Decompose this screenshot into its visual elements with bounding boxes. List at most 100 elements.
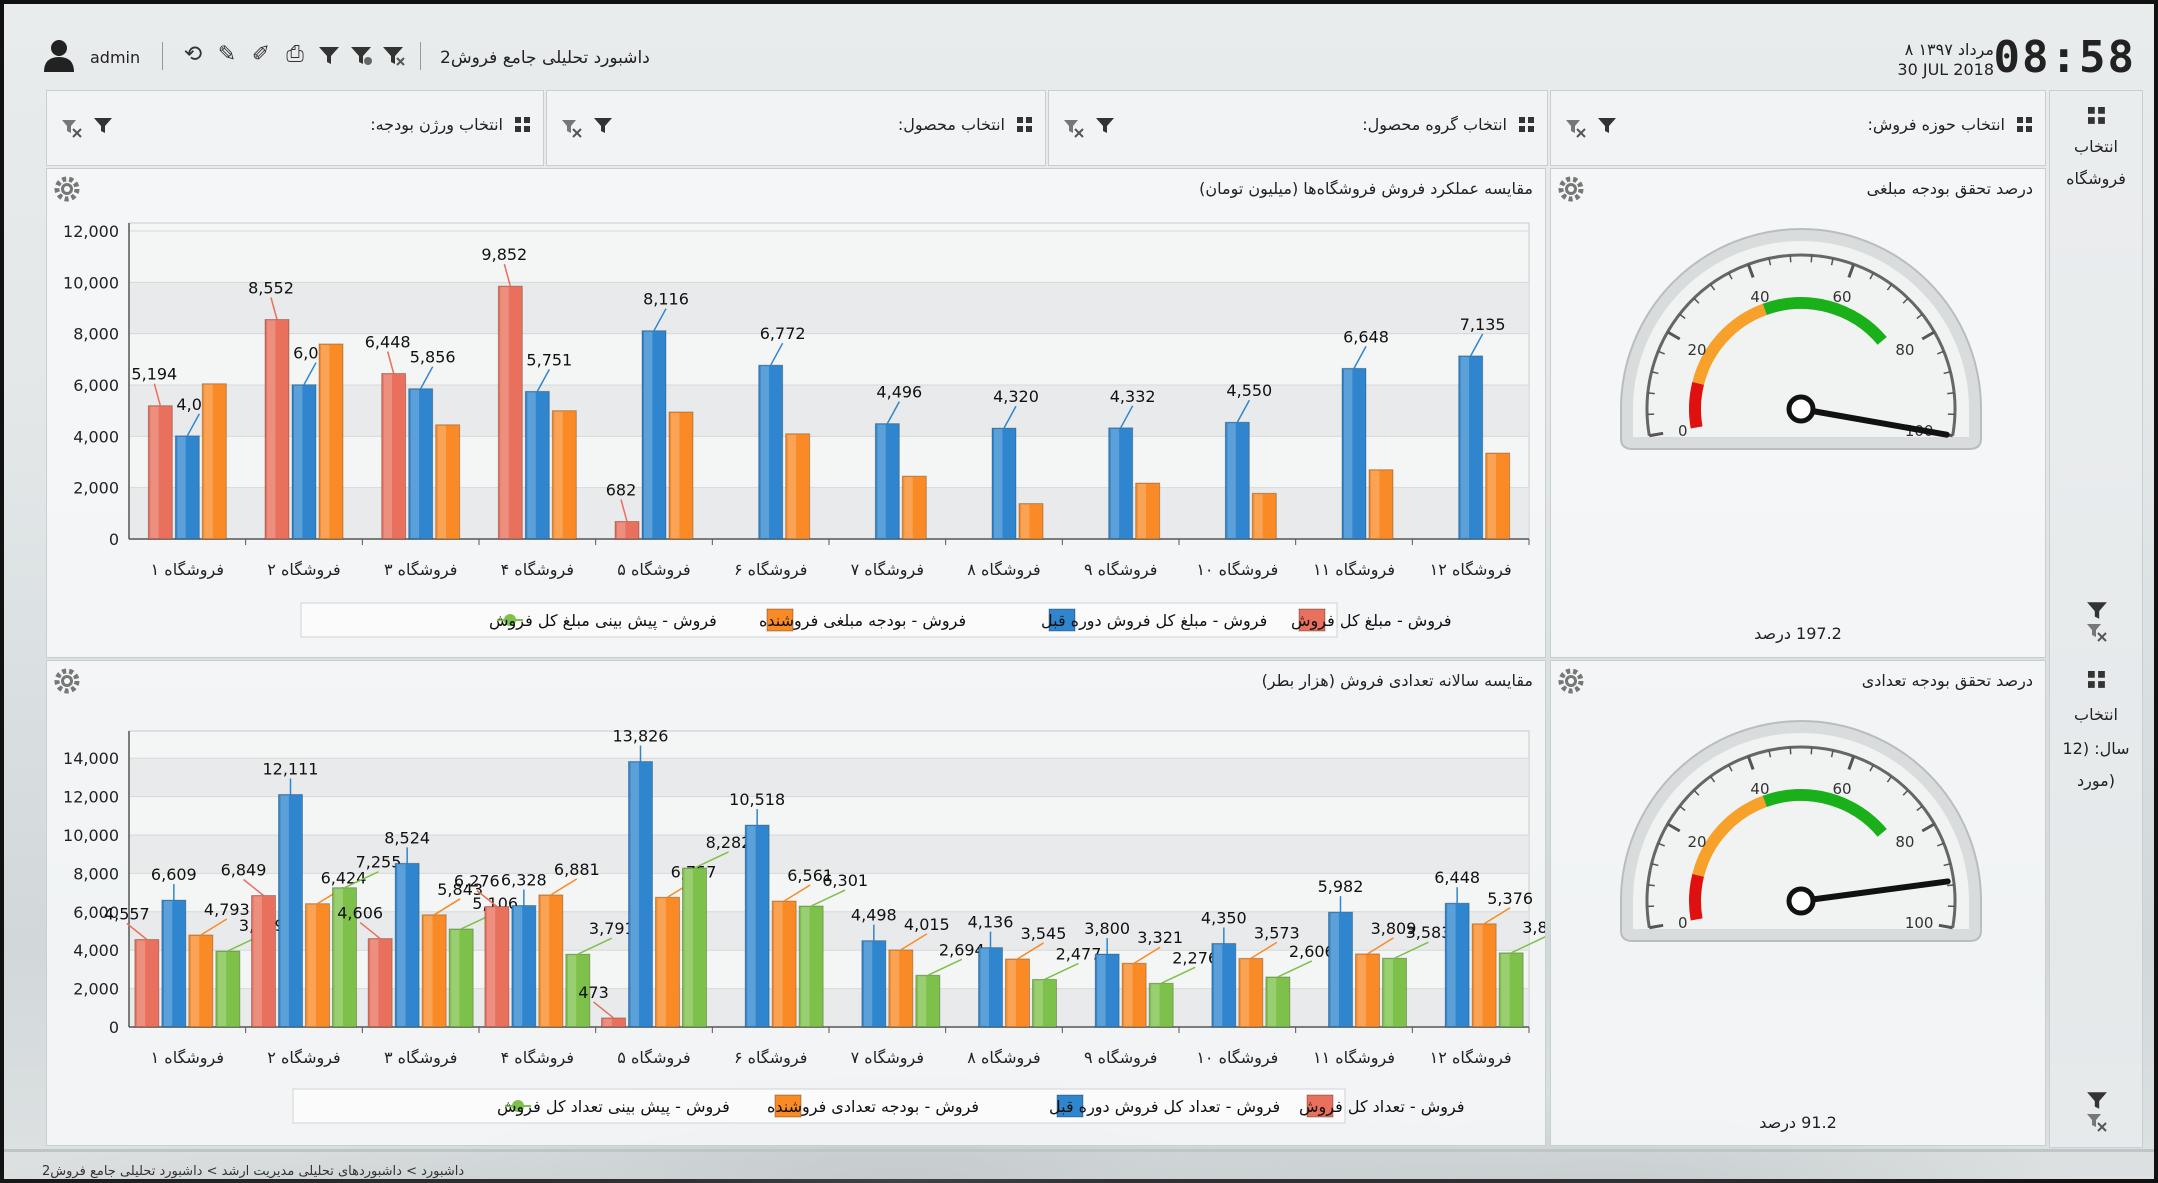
gauge-tick bbox=[1746, 755, 1755, 770]
gauge-needle bbox=[1798, 406, 1950, 438]
gear-icon[interactable] bbox=[53, 667, 81, 695]
label-leader bbox=[503, 263, 512, 287]
bar-highlight bbox=[1213, 944, 1223, 1026]
label-leader bbox=[1250, 941, 1278, 960]
user-icon[interactable] bbox=[42, 38, 76, 72]
y-tick-label: 0 bbox=[109, 530, 119, 549]
bar bbox=[1265, 976, 1291, 1028]
bar bbox=[511, 905, 537, 1028]
grid-icon[interactable] bbox=[2088, 671, 2106, 689]
year-select-label[interactable]: انتخاب bbox=[2074, 705, 2118, 724]
data-label: 2,694 bbox=[939, 940, 985, 959]
filter-settings-icon[interactable] bbox=[348, 42, 374, 68]
data-label: 2,477 bbox=[1056, 944, 1102, 963]
y-tick-label: 6,000 bbox=[73, 376, 119, 395]
filter-icon[interactable] bbox=[2086, 599, 2108, 621]
gear-icon[interactable] bbox=[1557, 175, 1585, 203]
filter-product-group[interactable]: انتخاب گروه محصول: bbox=[1048, 90, 1548, 166]
data-label: 6,448 bbox=[365, 333, 411, 352]
label-leader bbox=[200, 918, 228, 936]
gauge-color-band bbox=[1689, 381, 1705, 429]
y-tick-label: 12,000 bbox=[63, 788, 119, 807]
y-tick-label: 6,000 bbox=[73, 903, 119, 922]
gauge-tick bbox=[1746, 263, 1755, 278]
data-label: 3,583 bbox=[1406, 923, 1452, 942]
bar-highlight bbox=[567, 955, 577, 1026]
year-select-label[interactable]: مورد) bbox=[2077, 771, 2115, 790]
data-label: 10,518 bbox=[729, 790, 785, 809]
grid-icon bbox=[1519, 117, 1534, 132]
filter-clear-icon[interactable] bbox=[380, 42, 406, 68]
bar-highlight bbox=[267, 320, 276, 538]
gauge-tick bbox=[1943, 371, 1951, 375]
grid-band bbox=[129, 385, 1529, 437]
grid-band bbox=[129, 835, 1529, 874]
x-tick-label: فروشگاه ۷ bbox=[851, 560, 924, 580]
filter-sales-area[interactable]: انتخاب حوزه فروش: bbox=[1550, 90, 2046, 166]
filter-icon[interactable] bbox=[93, 115, 113, 135]
print-icon[interactable]: ⎙ bbox=[286, 42, 304, 67]
gear-icon[interactable] bbox=[1557, 667, 1585, 695]
filter-icon[interactable] bbox=[1095, 115, 1115, 135]
gauge-scale-arc bbox=[1645, 253, 1957, 436]
filter-budget-version[interactable]: انتخاب ورژن بودجه: bbox=[46, 90, 544, 166]
filter-clear-icon[interactable] bbox=[61, 117, 83, 139]
filter-clear-icon[interactable] bbox=[1565, 117, 1587, 139]
gear-icon[interactable] bbox=[53, 175, 81, 203]
filter-icon[interactable] bbox=[593, 115, 613, 135]
store-select-label[interactable]: انتخاب bbox=[2074, 137, 2118, 156]
data-label: 5,751 bbox=[526, 350, 572, 369]
bar bbox=[1458, 355, 1484, 540]
history-icon[interactable]: ⟲ bbox=[183, 42, 203, 67]
bar bbox=[1238, 957, 1264, 1028]
gauge-tick bbox=[1830, 258, 1834, 266]
grid-icon[interactable] bbox=[2088, 107, 2106, 125]
bar-highlight bbox=[253, 896, 262, 1026]
filter-clear-icon[interactable] bbox=[2086, 1111, 2108, 1133]
gauge-tick bbox=[1847, 263, 1856, 278]
data-label: 3,791 bbox=[589, 919, 635, 938]
bar-highlight bbox=[747, 826, 756, 1026]
x-tick-label: فروشگاه ۱۰ bbox=[1196, 560, 1278, 580]
bar bbox=[668, 411, 694, 540]
bar bbox=[291, 384, 317, 540]
gauge-tick bbox=[1937, 350, 1945, 355]
data-label: 4,136 bbox=[968, 913, 1014, 932]
user-name[interactable]: admin bbox=[90, 48, 141, 67]
bar bbox=[251, 894, 276, 1028]
legend-label: فروش - بودجه تعدادی فروشنده bbox=[767, 1097, 979, 1117]
bar bbox=[785, 433, 811, 540]
gauge-tick-label: 20 bbox=[1688, 833, 1707, 851]
x-tick-label: فروشگاه ۱ bbox=[151, 1048, 224, 1068]
filter-clear-icon[interactable] bbox=[2086, 621, 2108, 643]
bar bbox=[448, 928, 474, 1028]
filter-clear-icon[interactable] bbox=[1063, 117, 1085, 139]
filter-clear-icon[interactable] bbox=[561, 117, 583, 139]
filter-product[interactable]: انتخاب محصول: bbox=[546, 90, 1046, 166]
filter-label: انتخاب حوزه فروش: bbox=[1867, 115, 2005, 134]
year-select-label[interactable]: سال: (12 bbox=[2062, 739, 2130, 758]
edit-off-icon[interactable]: ✐ bbox=[251, 42, 271, 67]
edit-icon[interactable]: ✎ bbox=[217, 42, 237, 67]
bar bbox=[161, 899, 187, 1028]
bar bbox=[147, 405, 173, 540]
data-label: 4,350 bbox=[1201, 908, 1247, 927]
bar bbox=[861, 940, 887, 1028]
bar-highlight bbox=[1151, 984, 1160, 1026]
breadcrumb[interactable]: داشبورد > داشبوردهای تحلیلی مدیریت ارشد … bbox=[42, 1164, 465, 1179]
filter-icon[interactable] bbox=[1597, 115, 1617, 135]
date-gregorian: 30 JUL 2018 bbox=[1897, 60, 1994, 79]
filter-label: انتخاب محصول: bbox=[897, 115, 1005, 134]
gauge-tick bbox=[1709, 283, 1716, 291]
store-select-label[interactable]: فروشگاه bbox=[2066, 169, 2126, 188]
bar bbox=[394, 862, 420, 1028]
data-label: 8,116 bbox=[643, 290, 689, 309]
label-leader bbox=[243, 878, 264, 897]
filter-icon[interactable] bbox=[2086, 1089, 2108, 1111]
chart-title: مقایسه سالانه تعدادی فروش (هزار بطر) bbox=[1261, 671, 1533, 690]
legend-marker bbox=[1298, 608, 1326, 632]
filter-icon[interactable] bbox=[316, 42, 342, 68]
filter-label: انتخاب گروه محصول: bbox=[1362, 115, 1507, 134]
gauge-tick bbox=[1657, 350, 1665, 355]
